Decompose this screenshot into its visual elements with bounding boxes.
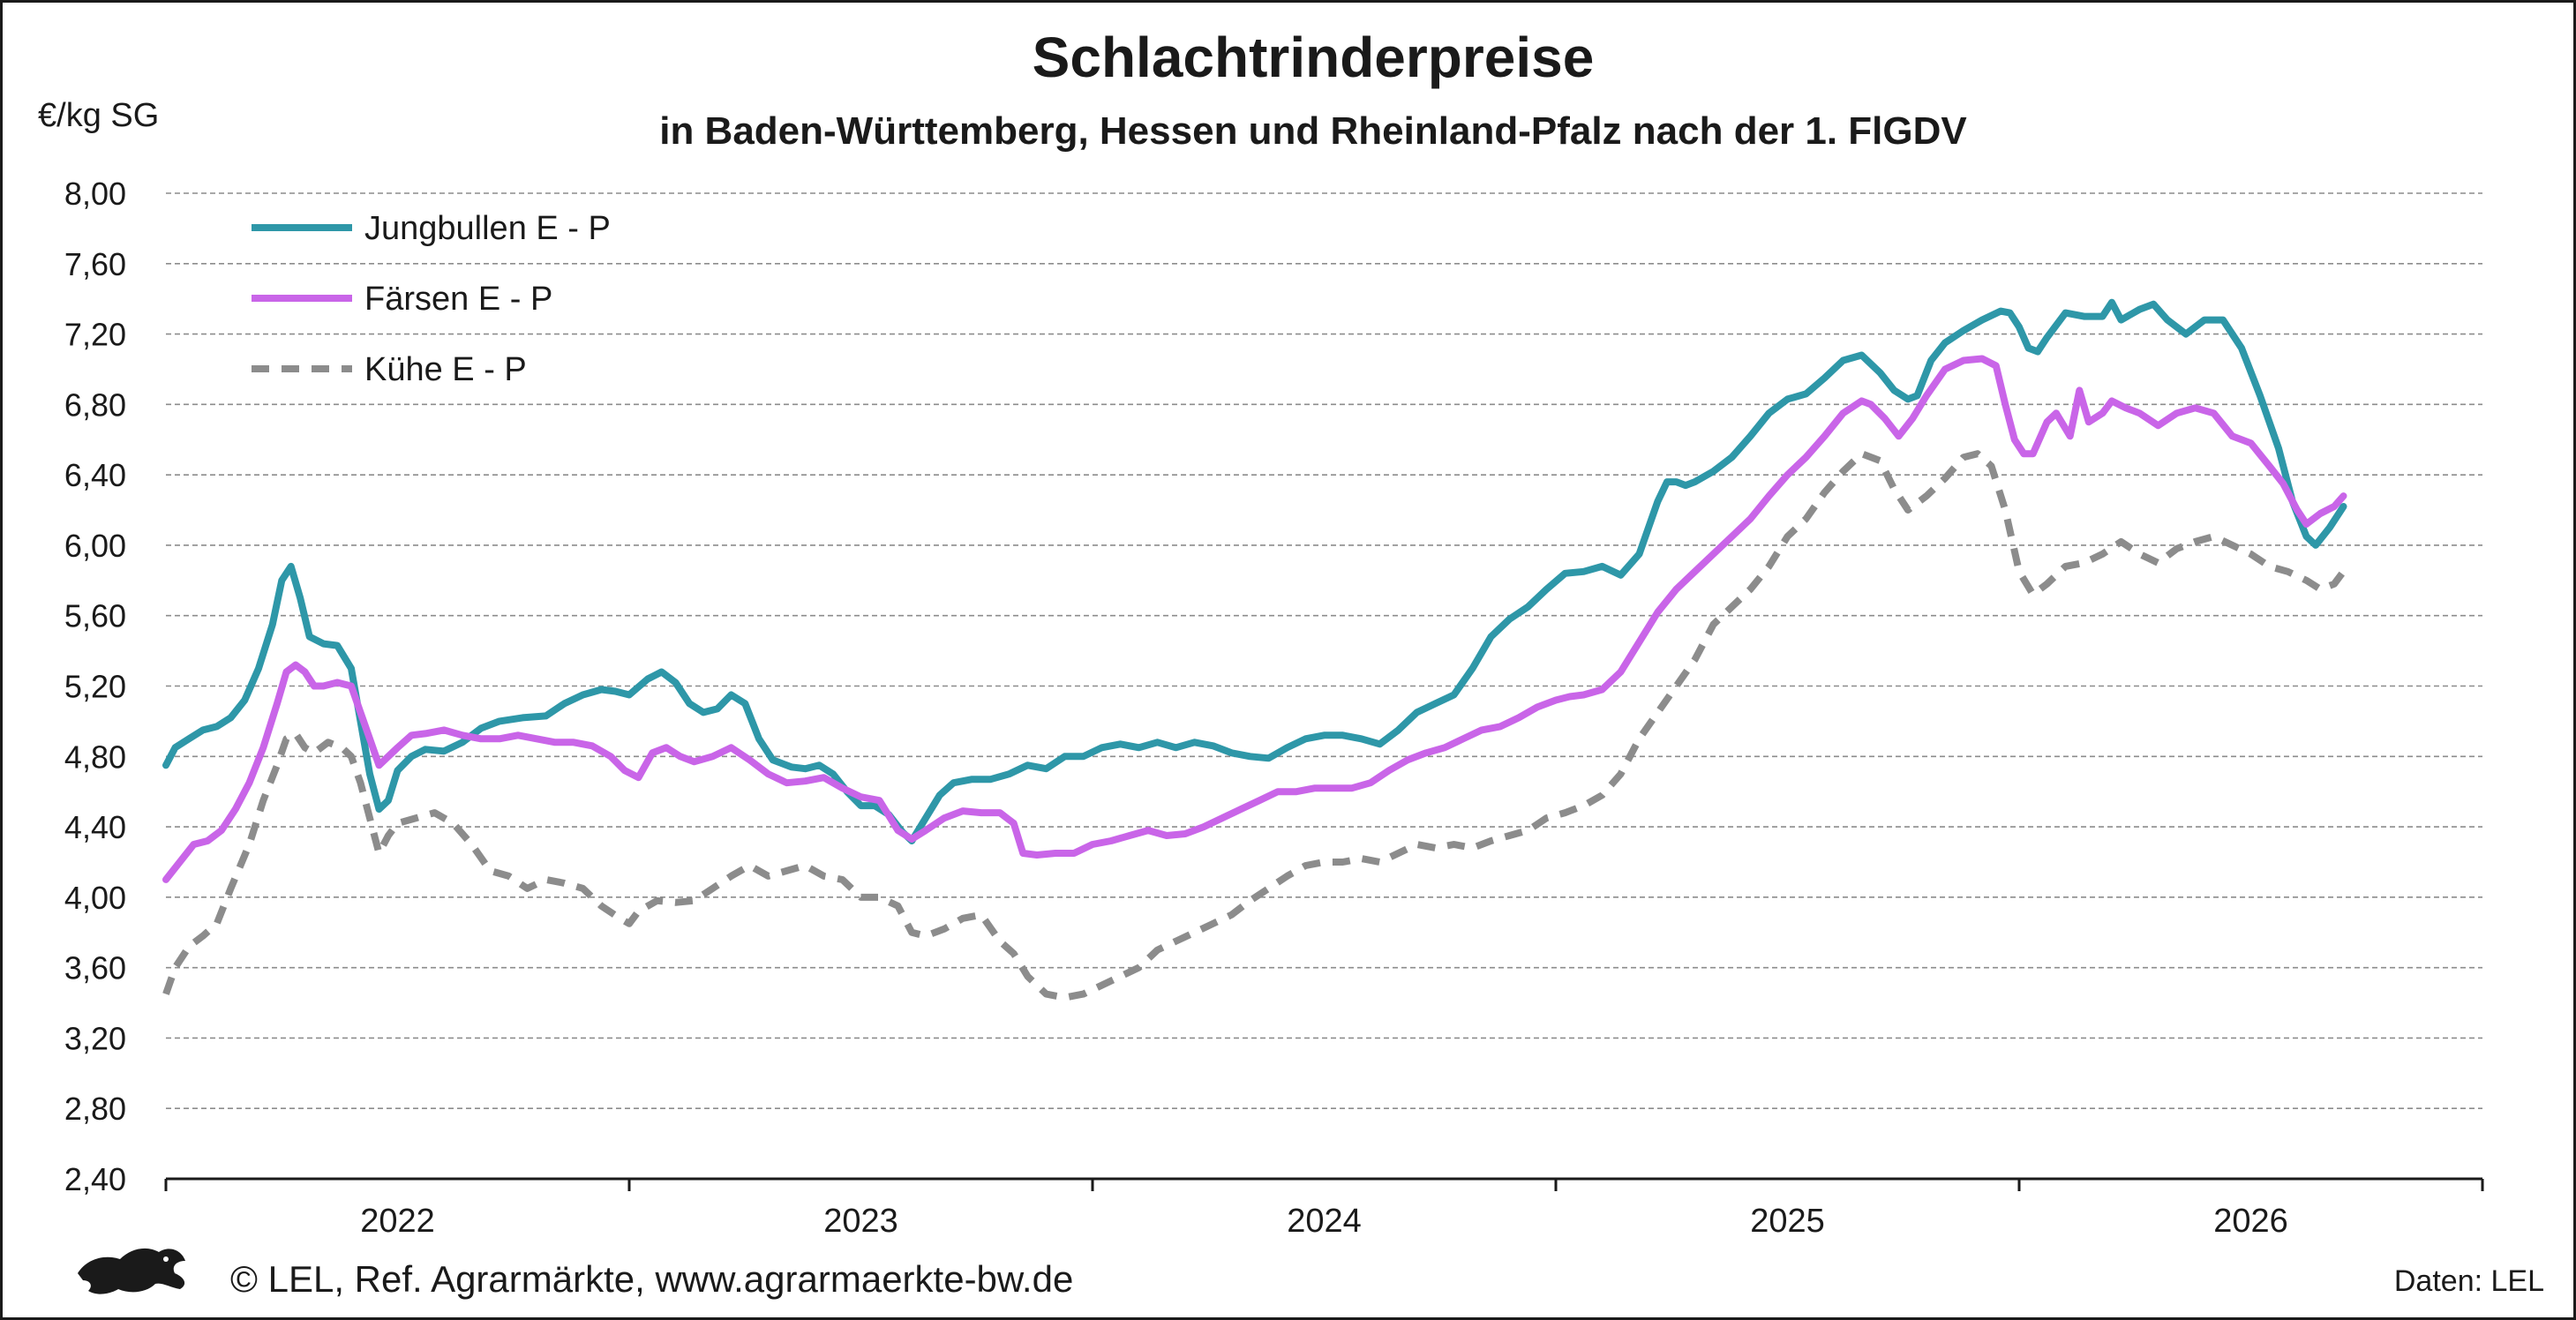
x-tick-label: 2026 <box>2213 1203 2288 1240</box>
chart-title: Schlachtrinderpreise <box>1033 26 1595 89</box>
y-tick-label: 2,40 <box>64 1161 126 1197</box>
y-tick-label: 6,00 <box>64 528 126 564</box>
legend-label: Jungbullen E - P <box>364 210 611 247</box>
x-tick-label: 2024 <box>1287 1203 1362 1240</box>
legend-label: Färsen E - P <box>364 281 552 318</box>
y-tick-label: 6,40 <box>64 457 126 493</box>
x-tick-label: 2023 <box>823 1203 898 1240</box>
data-source-text: Daten: LEL <box>2394 1264 2544 1298</box>
y-tick-label: 2,80 <box>64 1091 126 1127</box>
y-tick-label: 8,00 <box>64 176 126 212</box>
series-layer <box>162 298 2347 1001</box>
y-tick-label: 4,80 <box>64 739 126 775</box>
series-line-jungbullen <box>162 298 2347 844</box>
y-tick-label: 7,60 <box>64 246 126 282</box>
x-tick-label: 2025 <box>1750 1203 1825 1240</box>
x-axis: 2022 2023 2024 2025 2026 <box>164 1177 2484 1240</box>
y-axis-unit: €/kg SG <box>38 97 159 134</box>
chart-subtitle: in Baden-Württemberg, Hessen und Rheinla… <box>659 109 1967 153</box>
y-tick-label: 5,60 <box>64 598 126 634</box>
y-tick-label: 3,20 <box>64 1020 126 1056</box>
x-tick-label: 2022 <box>360 1203 435 1240</box>
lion-logo-icon <box>78 1248 185 1294</box>
y-tick-label: 4,00 <box>64 880 126 916</box>
y-tick-labels: 2,40 2,80 3,20 3,60 4,00 4,40 4,80 5,20 5,60 6,00… <box>64 176 126 1197</box>
y-tick-label: 7,20 <box>64 317 126 353</box>
copyright-text: © LEL, Ref. Agrarmärkte, www.agrarmaerkt… <box>230 1258 1073 1300</box>
series-line-färsen <box>162 355 2347 883</box>
legend: Jungbullen E - P Färsen E - P Kühe E - P <box>252 210 611 388</box>
y-tick-label: 6,80 <box>64 386 126 423</box>
y-tick-label: 4,40 <box>64 809 126 845</box>
legend-label: Kühe E - P <box>364 351 527 388</box>
grid-layer <box>166 192 2482 1110</box>
chart-svg: Schlachtrinderpreise in Baden-Württember… <box>38 26 2544 1300</box>
y-tick-label: 5,20 <box>64 669 126 705</box>
y-tick-label: 3,60 <box>64 950 126 986</box>
